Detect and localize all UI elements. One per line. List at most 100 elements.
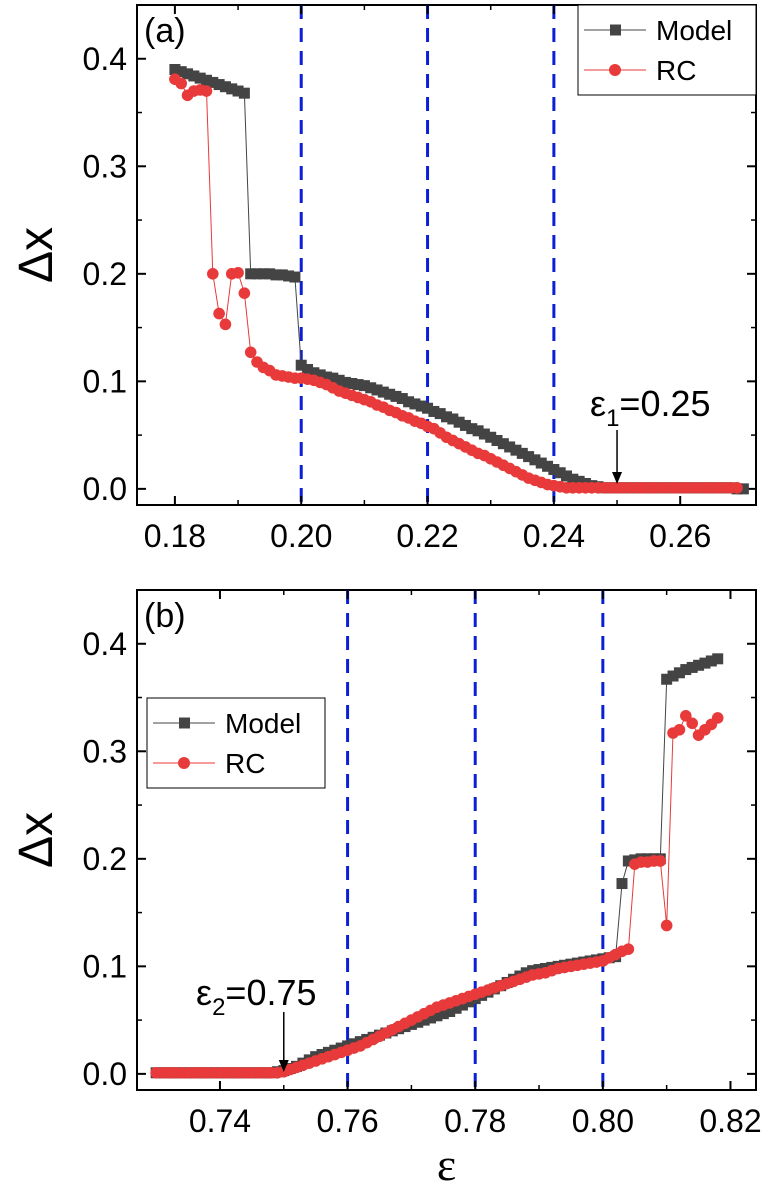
data-point-model	[510, 444, 522, 456]
data-point-model	[182, 68, 194, 80]
data-point-model	[667, 670, 679, 682]
data-point-model	[352, 379, 364, 391]
x-tick-label: 0.22	[396, 518, 458, 554]
data-point-model	[213, 79, 225, 91]
data-point-model	[425, 1012, 437, 1024]
x-tick-label: 0.76	[316, 1103, 378, 1139]
data-point-model	[548, 464, 560, 476]
y-tick-label: 0.3	[83, 148, 127, 184]
data-point-model	[314, 369, 326, 381]
legend-label: Model	[656, 15, 732, 46]
data-point-model	[622, 855, 634, 867]
x-tick-label: 0.82	[699, 1103, 761, 1139]
data-point-model	[200, 74, 212, 86]
data-point-model	[264, 268, 276, 280]
data-point-rc	[232, 266, 244, 279]
data-point-rc	[244, 346, 257, 359]
data-point-model	[523, 451, 535, 463]
data-point-model	[238, 87, 250, 99]
data-point-rc	[219, 318, 232, 331]
data-point-model	[327, 372, 339, 384]
data-point-model	[441, 411, 452, 423]
data-point-model	[542, 460, 554, 472]
data-point-model	[403, 396, 415, 408]
data-point-model	[169, 64, 181, 76]
data-point-model	[257, 268, 269, 280]
data-point-rc	[686, 717, 698, 730]
legend-label: Model	[225, 708, 301, 739]
annotation-value: =0.75	[225, 972, 316, 1013]
data-point-model	[194, 72, 206, 84]
data-point-model	[302, 364, 314, 376]
data-point-model	[661, 673, 673, 685]
data-point-model	[485, 431, 497, 443]
legend-box	[577, 4, 757, 96]
y-axis-label: Δx	[10, 812, 63, 868]
y-tick-label: 0.3	[83, 733, 127, 769]
data-point-model	[358, 380, 370, 392]
legend-label: RC	[656, 55, 696, 86]
data-point-model	[497, 438, 509, 450]
data-point-model	[561, 470, 573, 482]
data-point-model	[219, 81, 231, 93]
data-point-model	[396, 393, 408, 405]
legend-marker-circle	[609, 64, 621, 76]
data-point-model	[283, 270, 295, 282]
annotation-subscript: 1	[606, 405, 619, 432]
data-point-model	[554, 467, 566, 479]
data-point-model	[431, 1010, 443, 1022]
x-tick-label: 0.74	[189, 1103, 251, 1139]
annotation-value: =0.25	[619, 383, 710, 424]
data-point-model	[516, 447, 528, 459]
x-tick-label: 0.78	[444, 1103, 506, 1139]
data-point-model	[450, 1002, 462, 1014]
x-tick-label: 0.18	[144, 518, 206, 554]
data-point-model	[390, 390, 402, 402]
data-point-rc	[206, 268, 219, 280]
y-tick-label: 0.0	[83, 471, 127, 507]
y-axis-label: Δx	[10, 227, 63, 283]
data-point-model	[444, 1006, 456, 1018]
data-point-model	[175, 66, 187, 78]
data-point-model	[289, 271, 301, 283]
plot-frame	[136, 589, 757, 1091]
legend-marker-circle	[178, 757, 190, 769]
y-tick-label: 0.4	[83, 41, 127, 77]
data-point-model	[365, 382, 377, 394]
data-point-model	[245, 268, 257, 280]
data-point-model	[188, 70, 200, 82]
y-tick-label: 0.2	[83, 256, 127, 292]
data-point-model	[673, 667, 685, 679]
data-point-model	[232, 85, 244, 97]
legend-marker-square	[179, 717, 190, 729]
data-point-rc	[731, 481, 743, 494]
annotation-arrow-head	[612, 472, 623, 484]
x-tick-label: 0.80	[572, 1103, 634, 1139]
data-point-model	[472, 425, 484, 437]
y-tick-label: 0.1	[83, 948, 127, 984]
data-point-model	[308, 367, 320, 379]
data-point-rc	[238, 287, 251, 299]
x-axis-label: ε	[437, 1139, 456, 1190]
plot-frame	[136, 4, 757, 506]
data-point-model	[447, 413, 459, 425]
data-point-rc	[622, 943, 635, 955]
legend-marker-square	[610, 24, 621, 36]
data-point-model	[529, 454, 541, 466]
annotation-symbol: ε	[590, 383, 606, 424]
panel-label: (b)	[144, 597, 186, 635]
annotation-arrow-head	[278, 1060, 289, 1072]
x-tick-label: 0.26	[649, 518, 711, 554]
data-point-rc	[200, 85, 213, 97]
data-point-model	[434, 408, 446, 420]
data-point-model	[737, 483, 749, 495]
annotation-subscript: 2	[212, 994, 225, 1021]
legend-box	[146, 697, 326, 789]
data-point-model	[567, 473, 579, 485]
data-point-model	[371, 384, 383, 396]
data-point-model	[680, 664, 692, 676]
data-point-rc	[175, 77, 188, 90]
data-point-model	[437, 1008, 449, 1020]
y-tick-label: 0.2	[83, 841, 127, 877]
